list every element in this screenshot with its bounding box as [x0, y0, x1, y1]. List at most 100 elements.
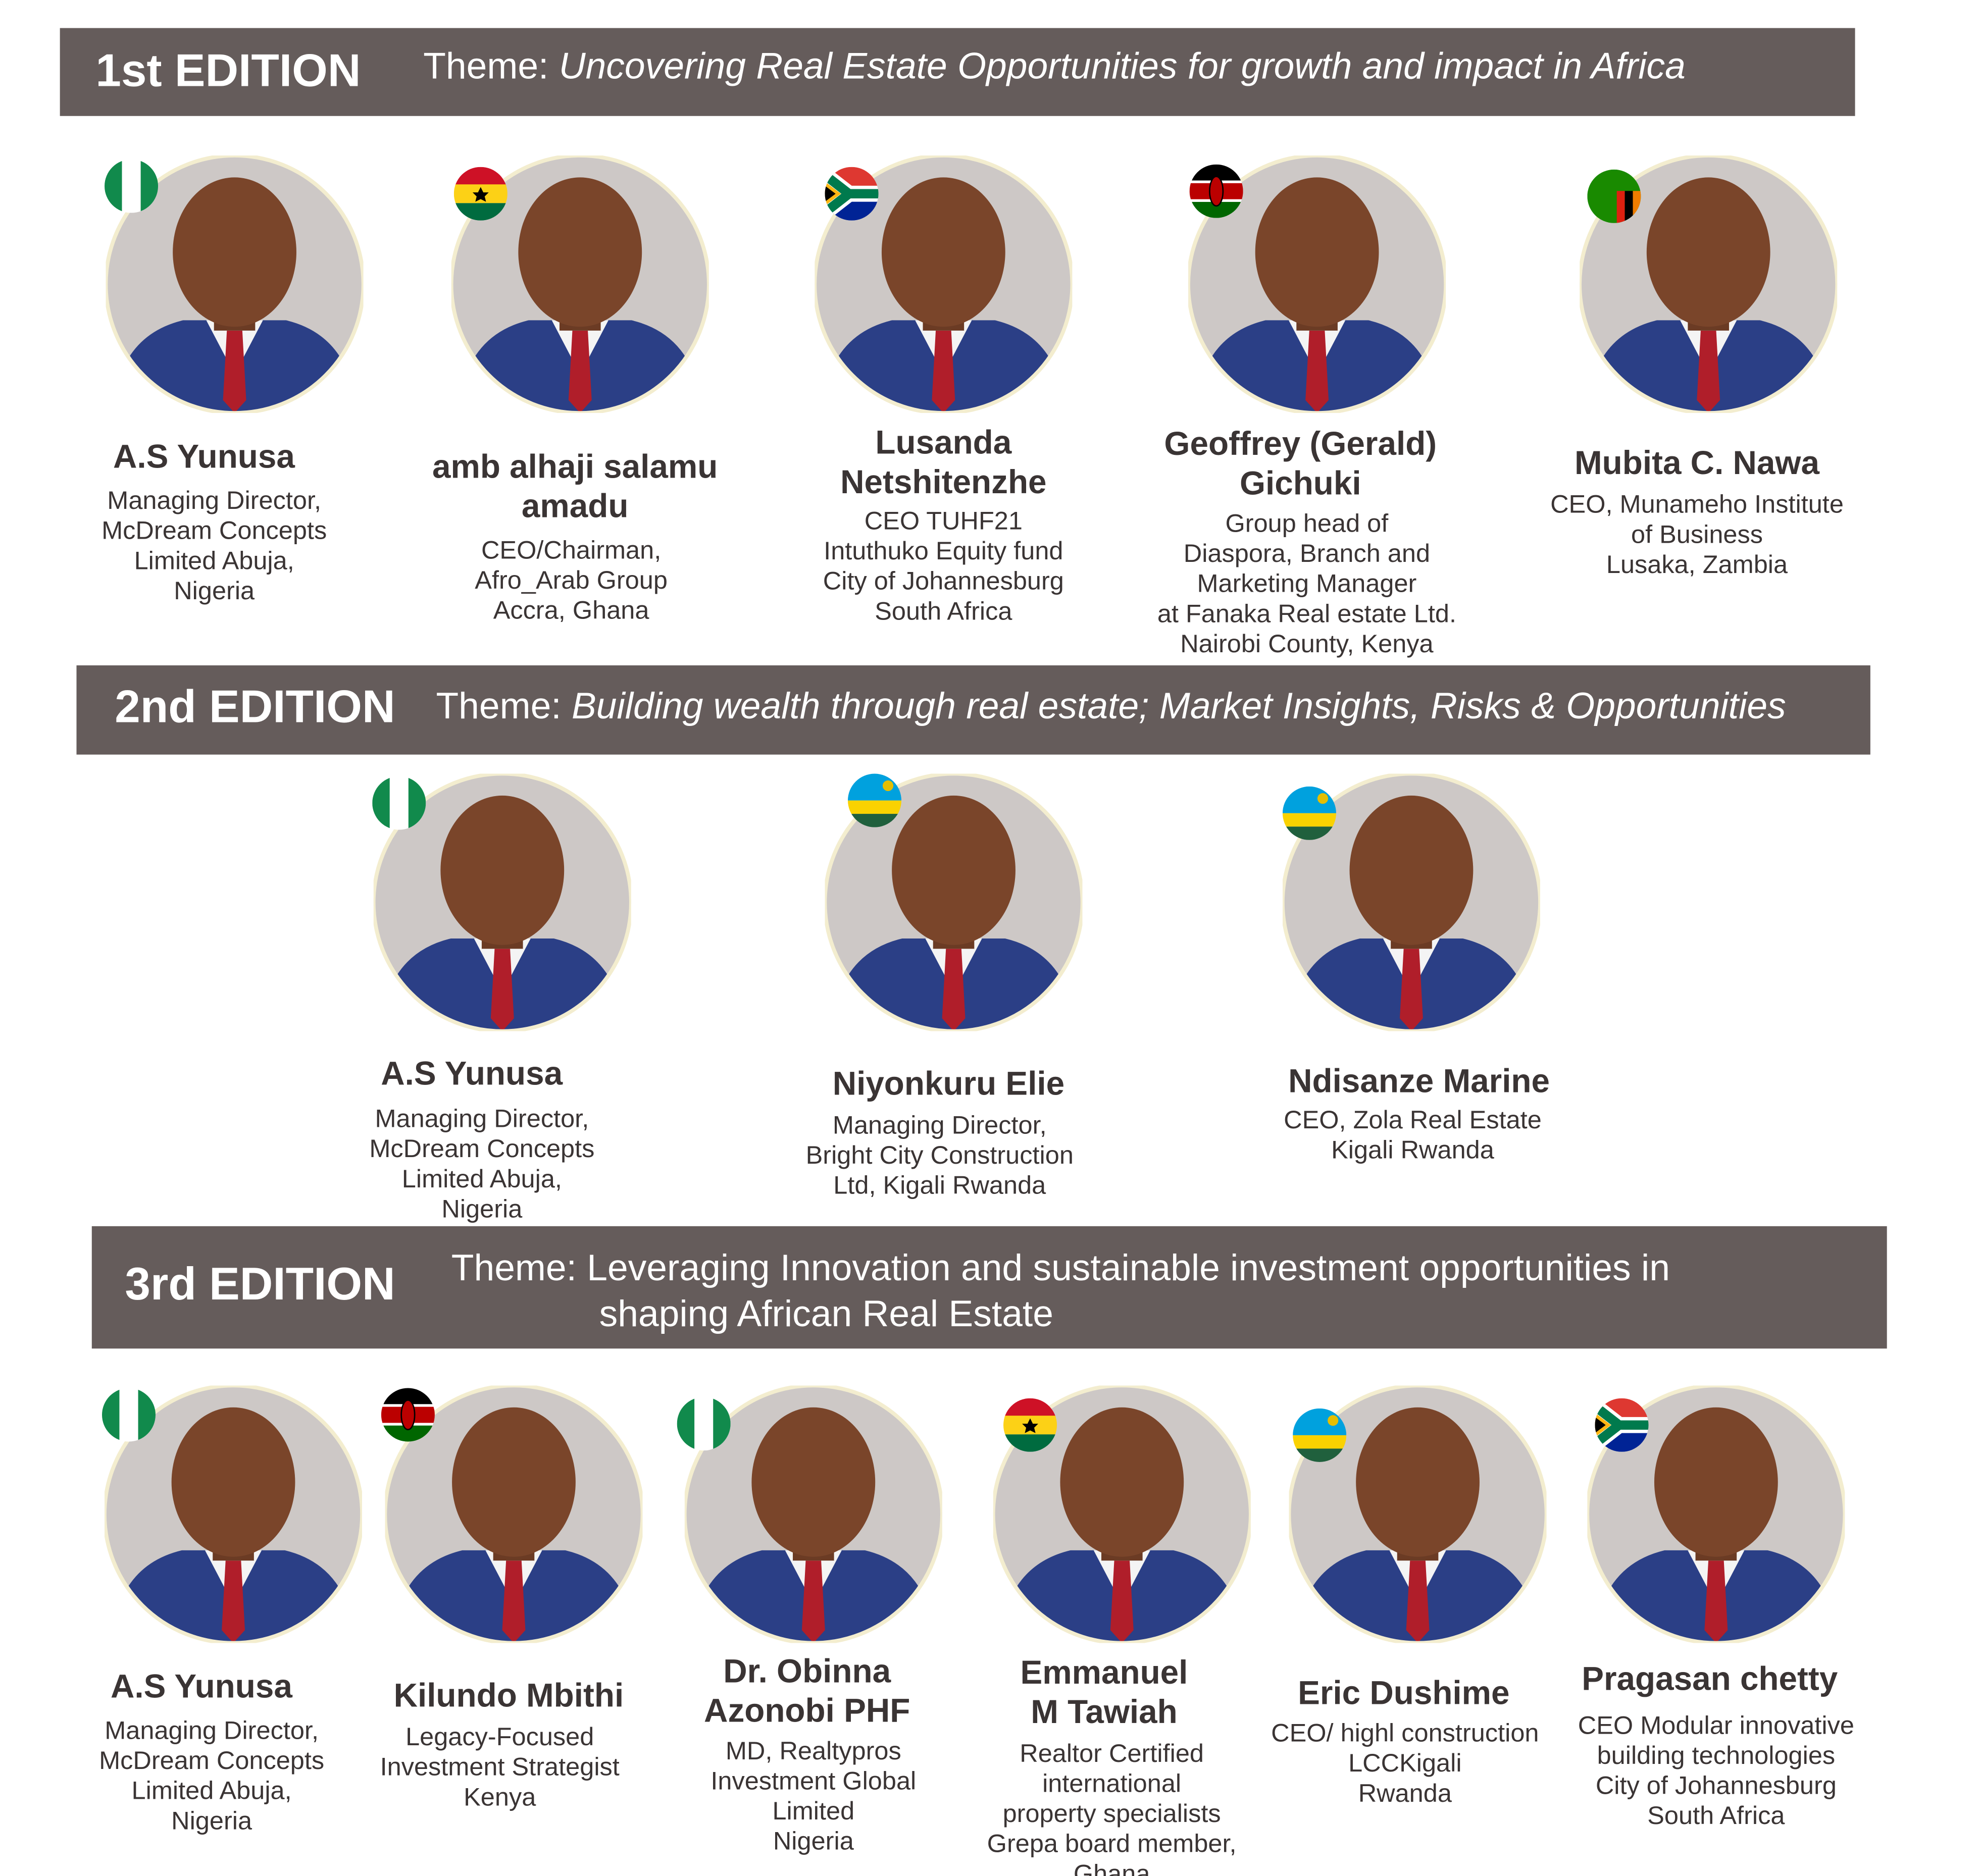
- speaker-role: McDream Concepts: [369, 1134, 594, 1163]
- speaker-role: South Africa: [875, 596, 1012, 625]
- speaker-role: of Business: [1631, 519, 1763, 548]
- speaker-name: Azonobi PHF: [704, 1692, 910, 1729]
- speaker-role: Managing Director,: [107, 486, 321, 514]
- speaker-name: amadu: [522, 488, 629, 525]
- theme-text: Uncovering Real Estate Opportunities for…: [559, 45, 1686, 87]
- speaker-role: Limited Abuja,: [402, 1164, 562, 1193]
- speaker-name: Ndisanze Marine: [1288, 1062, 1550, 1099]
- country-flag: [677, 1397, 731, 1450]
- country-flag: [102, 1388, 156, 1442]
- speaker-name: Lusanda: [875, 424, 1011, 461]
- speaker-role: building technologies: [1597, 1741, 1836, 1769]
- speaker-role: McDream Concepts: [99, 1746, 324, 1775]
- speaker-role: Managing Director,: [375, 1104, 589, 1133]
- speaker-role: CEO, Munameho Institute: [1550, 490, 1844, 518]
- speaker-role: Investment Strategist: [380, 1752, 620, 1781]
- edition-label: 3rd EDITION: [125, 1259, 395, 1310]
- country-flag: [1595, 1398, 1649, 1452]
- country-flag: [381, 1388, 435, 1442]
- speaker-role: Accra, Ghana: [493, 596, 650, 624]
- theme-prefix: Theme:: [451, 1247, 577, 1289]
- speaker-role: Limited: [772, 1796, 854, 1825]
- edition-banner: [91, 1226, 1887, 1349]
- speaker-name: Emmanuel: [1021, 1654, 1188, 1691]
- country-flag: [454, 167, 507, 221]
- speaker-role: CEO/Chairman,: [481, 536, 661, 564]
- speaker-role: Intuthuko Equity fund: [824, 536, 1063, 565]
- speaker-role: Managing Director,: [105, 1716, 319, 1745]
- theme-text: shaping African Real Estate: [599, 1293, 1053, 1334]
- speaker-role: Lusaka, Zambia: [1606, 550, 1788, 579]
- speaker-role: Ghana: [1074, 1859, 1150, 1876]
- edition-theme: Theme: Leveraging Innovation and sustain…: [451, 1247, 1670, 1289]
- speaker-role: Investment Global: [710, 1766, 916, 1795]
- edition-banner: [76, 665, 1870, 755]
- speaker-role: LCCKigali: [1348, 1748, 1461, 1777]
- speaker-name: A.S Yunusa: [111, 1668, 292, 1705]
- edition-label: 1st EDITION: [95, 45, 361, 96]
- speaker-role: McDream Concepts: [101, 516, 327, 545]
- speaker-role: Kenya: [464, 1782, 536, 1811]
- theme-text: Leveraging Innovation and sustainable in…: [587, 1247, 1670, 1289]
- content: 1st EDITION Theme: Uncovering Real Estate…: [60, 28, 1887, 1876]
- speaker-role: Afro_Arab Group: [475, 565, 668, 594]
- speaker-role: Limited Abuja,: [134, 546, 294, 575]
- speaker-name: A.S Yunusa: [381, 1055, 563, 1091]
- country-flag: [1293, 1409, 1346, 1462]
- edition-theme: Theme: Building wealth through real esta…: [436, 685, 1786, 726]
- speaker-role: CEO/ highl construction: [1271, 1718, 1539, 1747]
- speaker-name: Netshitenzhe: [840, 463, 1046, 500]
- speaker-name: Dr. Obinna: [723, 1652, 891, 1689]
- speaker-role: Kigali Rwanda: [1331, 1135, 1495, 1164]
- country-flag: [1190, 165, 1243, 218]
- theme-prefix: Theme:: [436, 685, 561, 726]
- speaker-role: City of Johannesburg: [1596, 1771, 1837, 1800]
- speaker-name: Niyonkuru Elie: [833, 1065, 1064, 1102]
- theme-text: Building wealth through real estate; Mar…: [572, 685, 1786, 726]
- country-flag: [1283, 787, 1336, 840]
- country-flag: [372, 776, 426, 830]
- speaker-role: Nigeria: [773, 1827, 854, 1855]
- speaker-role: Legacy-Focused: [405, 1722, 594, 1751]
- speaker-role: City of Johannesburg: [823, 566, 1064, 595]
- speaker-role: property specialists: [1003, 1799, 1221, 1828]
- edition-label: 2nd EDITION: [115, 681, 395, 732]
- speaker-role: Realtor Certified: [1020, 1739, 1204, 1767]
- speaker-role: Managing Director,: [833, 1110, 1047, 1139]
- speaker-name: Mubita C. Nawa: [1575, 444, 1819, 481]
- speaker-role: international: [1042, 1769, 1181, 1798]
- speaker-name: A.S Yunusa: [113, 438, 295, 475]
- speaker-role: CEO TUHF21: [865, 506, 1023, 535]
- country-flag: [1587, 170, 1641, 223]
- edition-theme: Theme: Uncovering Real Estate Opportunit…: [423, 45, 1686, 87]
- country-flag: [825, 167, 879, 221]
- speaker-name: Pragasan chetty: [1582, 1660, 1838, 1697]
- speaker-role: South Africa: [1647, 1801, 1785, 1830]
- speaker-name: Eric Dushime: [1298, 1674, 1509, 1711]
- speaker-name: Gichuki: [1240, 464, 1361, 501]
- speaker-role: CEO, Zola Real Estate: [1284, 1105, 1542, 1134]
- speaker-name: amb alhaji salamu: [432, 448, 718, 485]
- speaker-role: at Fanaka Real estate Ltd.: [1157, 599, 1456, 628]
- speaker-role: Nairobi County, Kenya: [1180, 629, 1434, 658]
- speaker-role: Nigeria: [441, 1194, 523, 1223]
- edition-theme: shaping African Real Estate: [599, 1293, 1053, 1334]
- speaker-name: Kilundo Mbithi: [394, 1677, 624, 1713]
- speaker-role: Ltd, Kigali Rwanda: [833, 1170, 1046, 1199]
- speaker-role: Nigeria: [171, 1806, 252, 1835]
- theme-prefix: Theme:: [423, 45, 548, 87]
- speaker-role: Rwanda: [1358, 1779, 1452, 1807]
- speaker-role: Group head of: [1226, 509, 1389, 538]
- speaker-role: Marketing Manager: [1197, 569, 1416, 598]
- speaker-role: Nigeria: [174, 576, 255, 605]
- speaker-name: M Tawiah: [1031, 1693, 1177, 1730]
- country-flag: [105, 160, 158, 213]
- country-flag: [848, 774, 901, 827]
- speaker-name: Geoffrey (Gerald): [1164, 425, 1437, 462]
- edition-banner: [60, 28, 1855, 116]
- speaker-role: MD, Realtypros: [726, 1736, 901, 1765]
- speaker-role: Limited Abuja,: [132, 1776, 292, 1805]
- speaker-role: Bright City Construction: [806, 1140, 1074, 1169]
- speaker-role: Diaspora, Branch and: [1184, 539, 1430, 567]
